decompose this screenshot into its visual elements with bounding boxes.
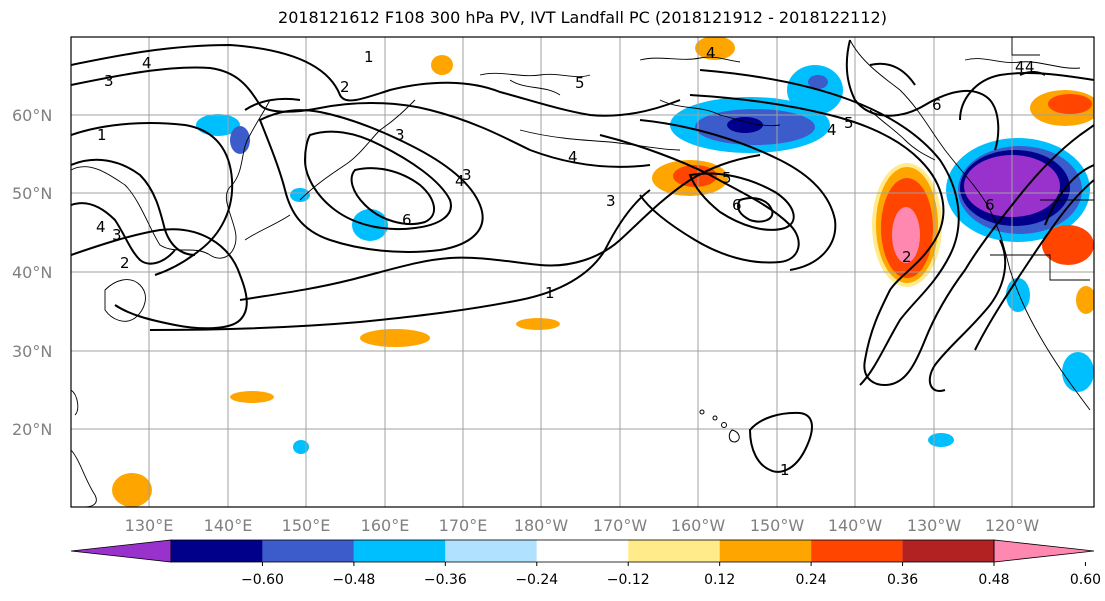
contour-label: 4 xyxy=(142,54,152,72)
pv-contours xyxy=(71,39,1094,473)
contour-label: 6 xyxy=(732,196,742,214)
lon-label: 130°E xyxy=(125,516,174,535)
contour-label: 2 xyxy=(120,254,130,272)
contour-label: 2 xyxy=(340,78,350,96)
map-title: 2018121612 F108 300 hPa PV, IVT Landfall… xyxy=(278,8,887,27)
lon-label: 160°E xyxy=(361,516,410,535)
colorbar-frame xyxy=(170,539,995,563)
colorbar-tick-label: 0.48 xyxy=(978,572,1009,588)
contour-label: 4 xyxy=(706,44,716,62)
contour-label: 3 xyxy=(395,126,405,144)
contour-label: 4 xyxy=(827,121,837,139)
colorbar-segment xyxy=(171,540,263,562)
latitude-labels: 60°N 50°N 40°N 30°N 20°N xyxy=(12,106,52,439)
contour-label: 6 xyxy=(932,96,942,114)
colorbar-tick-label: −0.12 xyxy=(607,572,650,588)
colorbar-tick-label: −0.24 xyxy=(515,572,558,588)
contour-label: 1 xyxy=(545,284,555,302)
contour-label: 6 xyxy=(985,196,995,214)
colorbar-extend-right xyxy=(993,539,1095,563)
graticule xyxy=(71,37,1094,507)
contour-label: 5 xyxy=(575,74,585,92)
lat-label: 40°N xyxy=(12,263,52,282)
colorbar-segment xyxy=(353,540,446,562)
lat-label: 50°N xyxy=(12,184,52,203)
contour-label: 5 xyxy=(844,114,854,132)
colorbar-tick-label: −0.60 xyxy=(241,572,284,588)
lon-label: 150°E xyxy=(282,516,331,535)
contour-labels: 4 3 1 2 5 4 4 3 6 4 5 6 3 1 5 4 6 2 4 4 … xyxy=(96,44,1035,479)
colorbar: −0.60 −0.48 −0.36 −0.24 −0.12 0.12 0.24 0.36 0.4… xyxy=(70,539,1101,588)
lon-label: 140°E xyxy=(204,516,253,535)
contour-label: 1 xyxy=(364,48,374,66)
shaded-anomalies xyxy=(112,37,1094,507)
map-content: 4 3 1 2 5 4 4 3 6 4 5 6 3 1 5 4 6 2 4 4 … xyxy=(71,37,1094,507)
colorbar-segment xyxy=(536,540,629,562)
lat-label: 20°N xyxy=(12,420,52,439)
lon-label: 130°W xyxy=(907,516,962,535)
lon-label: 160°W xyxy=(671,516,726,535)
lat-label: 60°N xyxy=(12,106,52,125)
contour-label: 4 xyxy=(1025,58,1035,76)
colorbar-segment xyxy=(262,540,354,562)
contour-label: 1 xyxy=(780,461,790,479)
colorbar-segment xyxy=(811,540,903,562)
contour-label: 4 xyxy=(568,148,578,166)
colorbar-tick-label: 0.24 xyxy=(796,572,827,588)
lon-label: 170°W xyxy=(593,516,648,535)
contour-label: 2 xyxy=(902,248,912,266)
colorbar-tick-label: 0.60 xyxy=(1070,572,1101,588)
coastlines xyxy=(71,37,1094,507)
lon-label: 140°W xyxy=(828,516,883,535)
colorbar-tick-label: 0.12 xyxy=(704,572,735,588)
lat-label: 30°N xyxy=(12,342,52,361)
colorbar-tick-label: −0.48 xyxy=(332,572,375,588)
contour-label: 1 xyxy=(97,126,107,144)
longitude-labels: 130°E 140°E 150°E 160°E 170°E 180°W 170°… xyxy=(125,516,1040,535)
contour-label: 3 xyxy=(104,72,114,90)
contour-label: 4 xyxy=(1015,58,1025,76)
lon-label: 180°W xyxy=(514,516,569,535)
colorbar-segment xyxy=(902,540,994,562)
colorbar-segment xyxy=(445,540,537,562)
contour-label: 5 xyxy=(722,169,732,187)
colorbar-tick-label: −0.36 xyxy=(424,572,467,588)
colorbar-extend-left xyxy=(70,539,172,563)
contour-label: 4 xyxy=(96,218,106,236)
hawaii-islands xyxy=(699,409,740,443)
lon-label: 150°W xyxy=(750,516,805,535)
colorbar-segment xyxy=(719,540,812,562)
lon-label: 120°W xyxy=(985,516,1040,535)
contour-label: 6 xyxy=(402,211,412,229)
contour-label: 3 xyxy=(606,192,616,210)
contour-label: 3 xyxy=(462,166,472,184)
colorbar-tick-label: 0.36 xyxy=(887,572,918,588)
contour-label: 3 xyxy=(112,226,122,244)
map-border xyxy=(70,36,1095,508)
contour-label: 4 xyxy=(455,172,465,190)
colorbar-segment xyxy=(628,540,720,562)
lon-label: 170°E xyxy=(439,516,488,535)
